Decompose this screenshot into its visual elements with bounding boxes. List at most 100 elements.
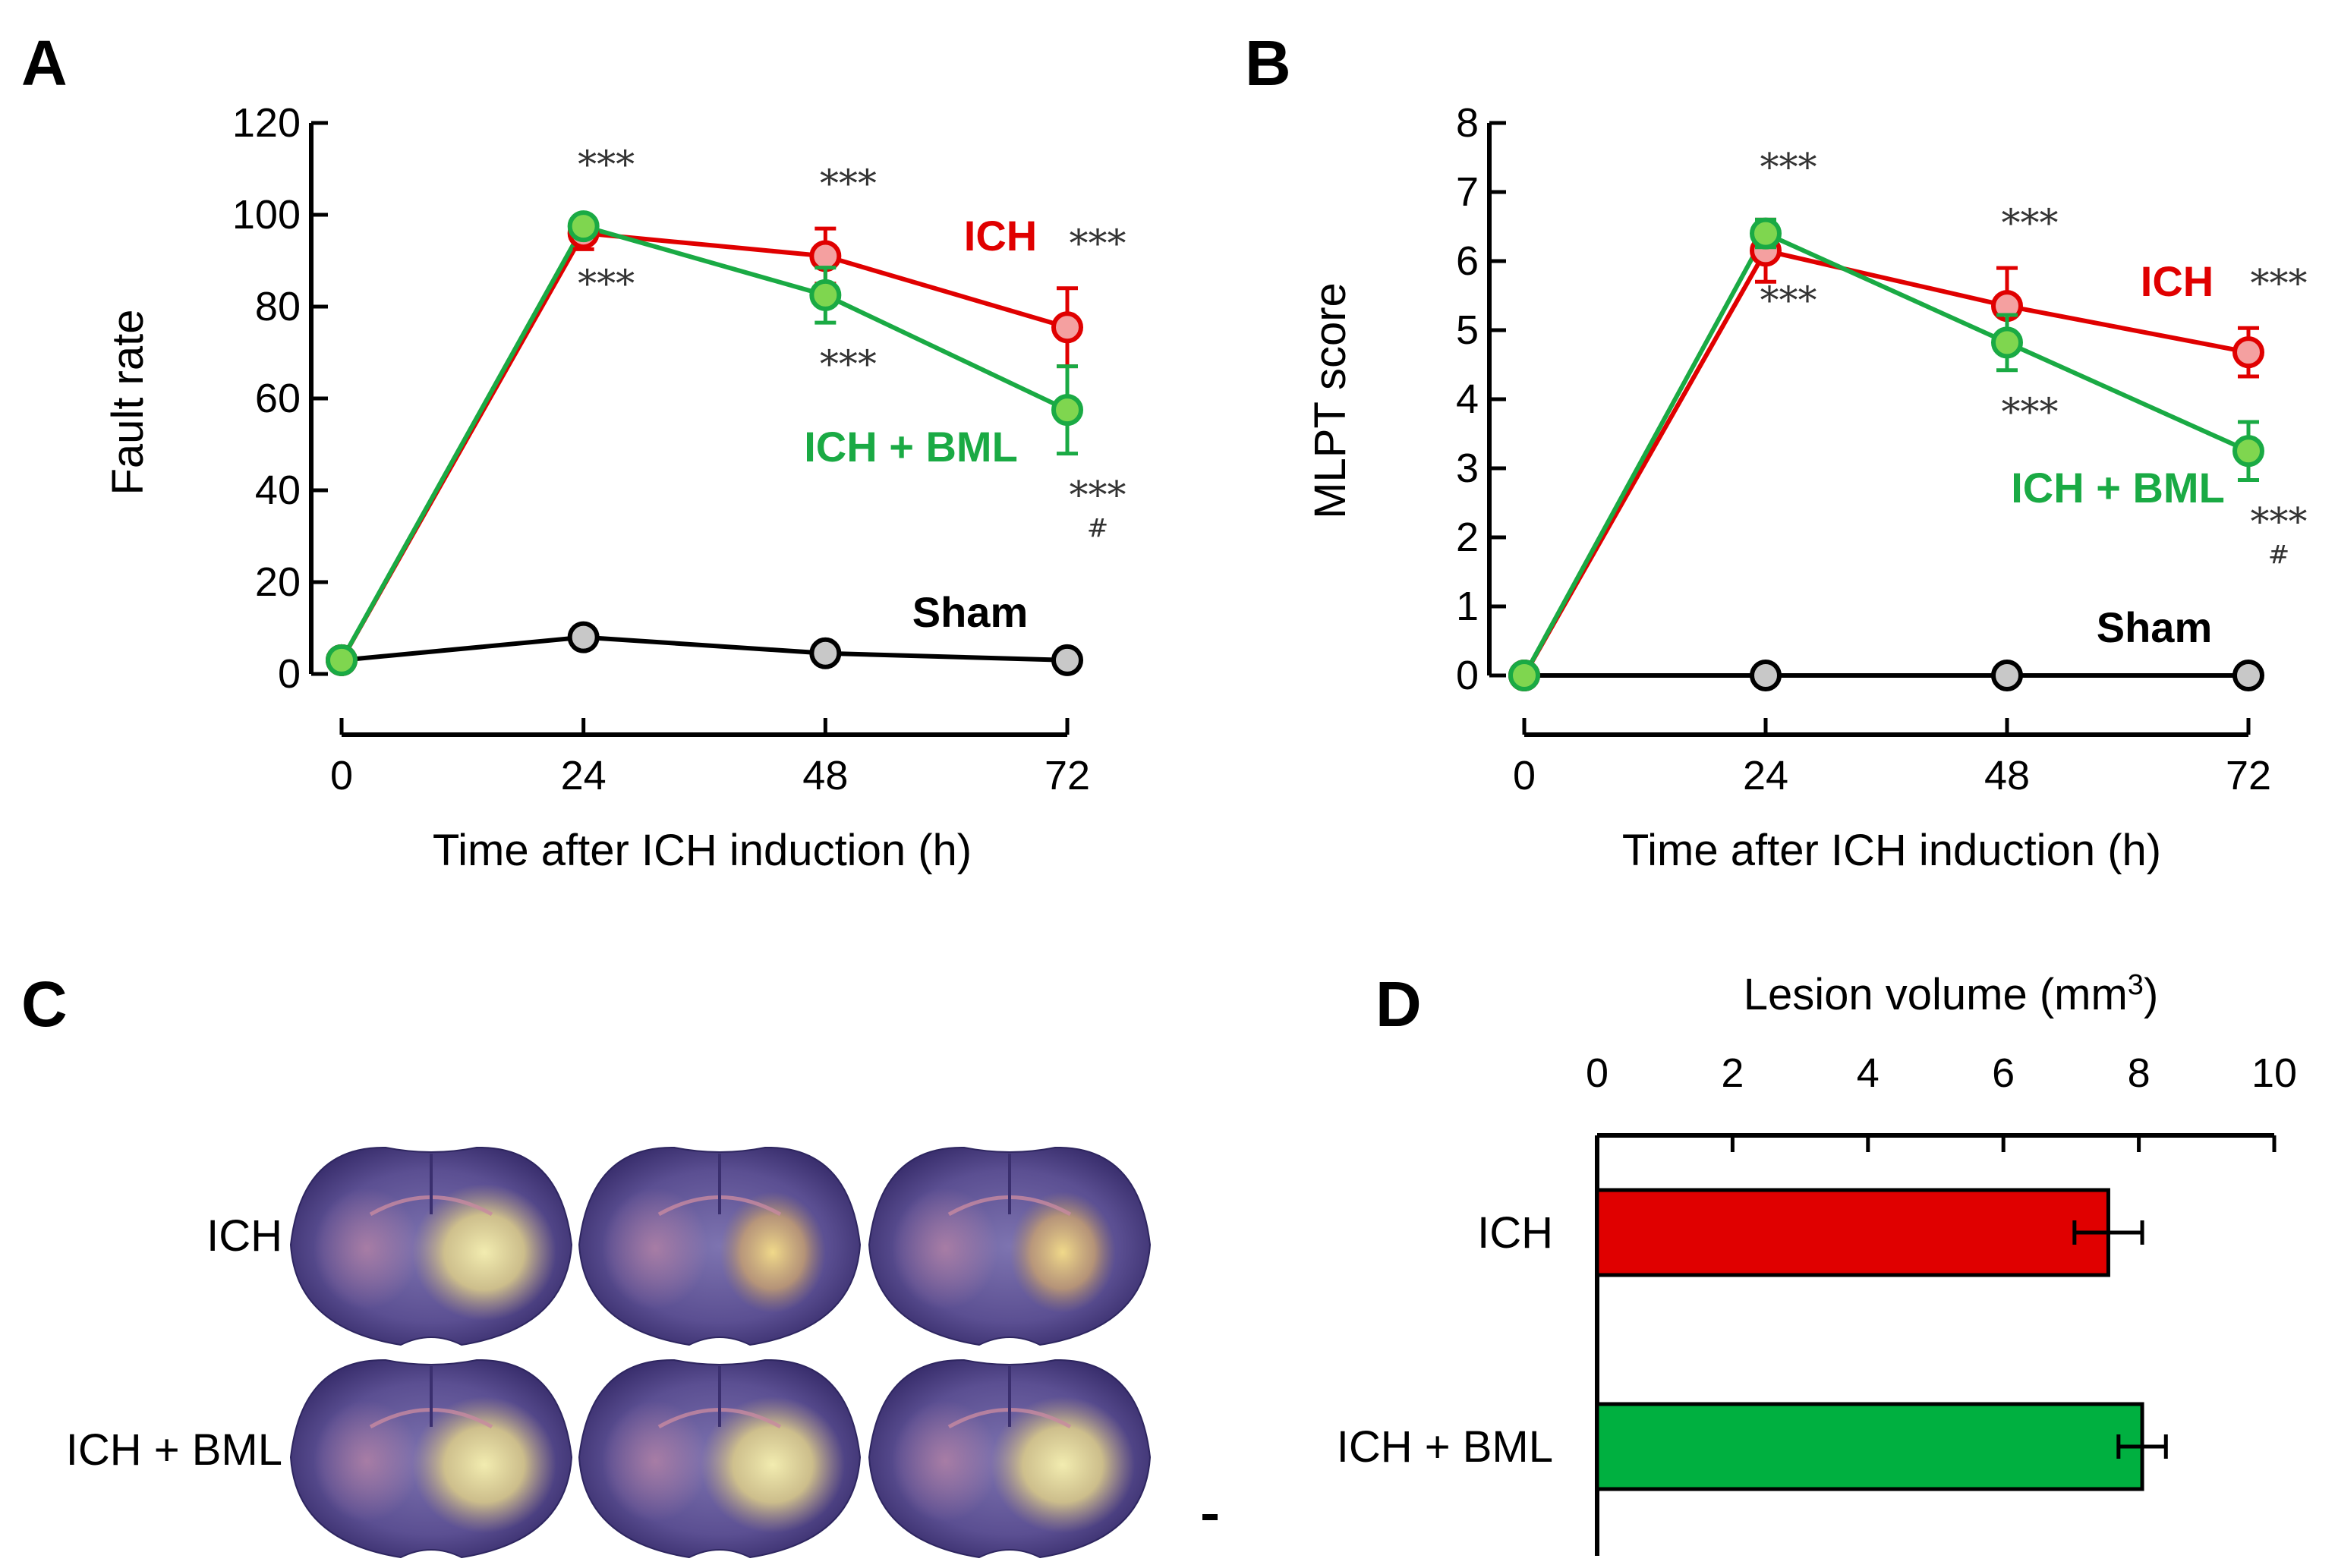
- significance-hash: #: [1087, 514, 1109, 544]
- y-tick-label: 4: [1456, 376, 1479, 422]
- significance-stars: ***: [2251, 261, 2308, 305]
- panel-letter-c: C: [21, 968, 68, 1040]
- y-tick-label: 5: [1456, 307, 1479, 353]
- chart-d-xlabel: Lesion volume (mm3): [1744, 969, 2159, 1019]
- brain-section: [868, 1146, 1152, 1346]
- chart-b-legend-sham: Sham: [2097, 603, 2213, 651]
- d-x-tick-label: 4: [1857, 1050, 1880, 1096]
- y-tick-label: 1: [1456, 584, 1479, 629]
- significance-stars: ***: [820, 342, 877, 386]
- chart-b-points: [1508, 217, 2264, 691]
- chart-b-lines: [1522, 230, 2250, 678]
- brain-striatum-left: [892, 1188, 998, 1309]
- brain-striatum-left: [314, 1188, 420, 1309]
- data-point-sham: [2232, 660, 2264, 691]
- significance-stars: ***: [1760, 279, 1817, 323]
- chart-b-xlabel: Time after ICH induction (h): [1622, 826, 2161, 875]
- chart-a-legend-sham: Sham: [912, 588, 1029, 636]
- brain-lesion: [412, 1184, 556, 1321]
- chart-a-annotations: ******************#: [578, 143, 1126, 544]
- significance-stars: ***: [1760, 145, 1817, 189]
- panel-letter-b: B: [1245, 27, 1291, 99]
- data-point-sham: [1750, 660, 1782, 691]
- bar-ich: [1595, 1188, 2110, 1277]
- significance-stars: ***: [578, 143, 635, 187]
- chart-a-ylabel: Fault rate: [103, 310, 153, 496]
- brain-section: [289, 1146, 573, 1346]
- data-point-ich: [809, 240, 842, 272]
- y-tick-label: 6: [1456, 238, 1479, 284]
- data-point-sham: [809, 637, 842, 669]
- y-tick-label: 120: [232, 100, 301, 146]
- series-line-ich_bml: [1522, 230, 2250, 677]
- significance-stars: ***: [820, 162, 877, 206]
- x-tick-label: 72: [1045, 753, 1090, 798]
- data-point-ich_bml: [1051, 394, 1083, 427]
- chart-a-xlabel: Time after ICH induction (h): [433, 826, 972, 875]
- panel-letter-d: D: [1375, 968, 1422, 1040]
- brain-section: [868, 1359, 1152, 1559]
- series-line-ich: [1522, 247, 2249, 677]
- bar-ich_bml: [1595, 1402, 2144, 1491]
- chart-a-legend-ich-bml: ICH + BML: [804, 423, 1018, 471]
- brain-row-label-ich: ICH: [206, 1211, 282, 1261]
- significance-stars: ***: [1070, 474, 1126, 518]
- d-x-tick-label: 0: [1586, 1050, 1609, 1096]
- y-tick-label: 7: [1456, 169, 1479, 215]
- bar-label-ich: ICH: [1477, 1208, 1553, 1258]
- brain-striatum-left: [892, 1400, 998, 1522]
- y-tick-label: 100: [232, 192, 301, 238]
- data-point-ich_bml: [326, 644, 358, 676]
- brain-striatum-left: [602, 1400, 708, 1522]
- data-point-ich_bml: [567, 210, 600, 243]
- data-point-ich_bml: [1508, 660, 1540, 691]
- brain-lesion: [1010, 1192, 1116, 1313]
- chart-d-xlabel-text: Lesion volume (mm: [1744, 970, 2128, 1019]
- brain-row-label-ich-bml: ICH + BML: [66, 1425, 282, 1475]
- x-tick-label: 0: [330, 753, 353, 798]
- brain-lesion: [991, 1396, 1135, 1533]
- brain-images: [289, 1146, 1152, 1559]
- data-point-ich_bml: [1750, 217, 1782, 250]
- chart-d-axes: 0 2 4 6 8 10: [1586, 1050, 2297, 1556]
- data-point-ich_bml: [1991, 326, 2023, 359]
- chart-a-legend-ich: ICH: [964, 212, 1037, 260]
- series-line-ich_bml: [339, 223, 1069, 662]
- significance-stars: ***: [578, 262, 635, 306]
- d-x-tick-label: 6: [1992, 1050, 2015, 1096]
- chart-d-bars: ICH ICH + BML: [1337, 1188, 2168, 1491]
- data-point-ich_bml: [809, 279, 842, 311]
- d-x-tick-label: 2: [1721, 1050, 1744, 1096]
- bar-label-ich_bml: ICH + BML: [1337, 1422, 1553, 1472]
- scale-bar: [1202, 1514, 1218, 1520]
- data-point-sham: [567, 621, 600, 653]
- y-tick-label: 3: [1456, 446, 1479, 491]
- data-point-sham: [1051, 644, 1083, 676]
- y-tick-label: 40: [255, 468, 301, 513]
- y-tick-label: 0: [278, 651, 301, 697]
- chart-b-ylabel: MLPT score: [1306, 282, 1355, 519]
- chart-b-axes: 0 1 2 3 4 5 6 7 8 0 24 48 72: [1456, 100, 2271, 798]
- brain-section: [578, 1359, 862, 1559]
- y-tick-label: 8: [1456, 100, 1479, 146]
- chart-b-legend-ich: ICH: [2141, 257, 2214, 305]
- brain-striatum-left: [602, 1188, 708, 1309]
- brain-lesion: [701, 1396, 845, 1533]
- y-tick-label: 0: [1456, 653, 1479, 698]
- data-point-sham: [1991, 660, 2023, 691]
- y-tick-label: 2: [1456, 515, 1479, 560]
- y-tick-label: 60: [255, 376, 301, 421]
- chart-a-lines: [339, 223, 1069, 663]
- brain-lesion: [720, 1192, 826, 1313]
- x-tick-label: 0: [1513, 753, 1536, 798]
- brain-lesion: [412, 1396, 556, 1533]
- chart-d-xlabel-sup: 3: [2128, 969, 2144, 1001]
- chart-b-legend-ich-bml: ICH + BML: [2011, 464, 2225, 512]
- chart-a-axes: 0 20 40 60 80 100 120 0 24 48 72: [232, 100, 1090, 798]
- x-tick-label: 24: [1743, 753, 1788, 798]
- brain-section: [289, 1359, 573, 1559]
- significance-stars: ***: [2002, 390, 2059, 434]
- significance-stars: ***: [2251, 499, 2308, 543]
